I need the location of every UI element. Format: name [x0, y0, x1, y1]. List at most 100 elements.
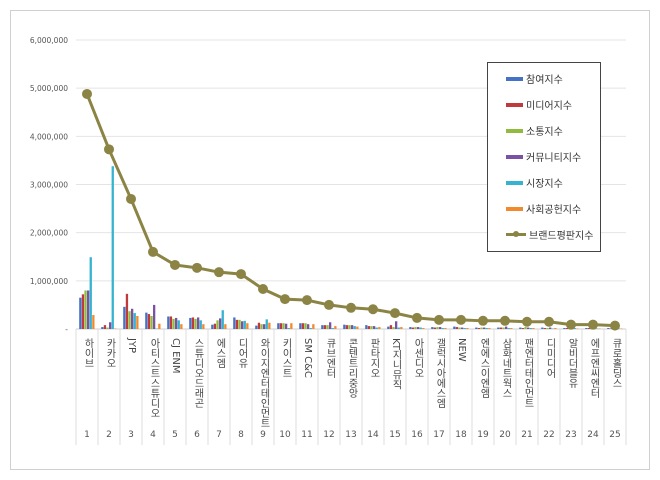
bar-4-2 [111, 166, 114, 329]
brand-index-point-22 [544, 316, 554, 327]
bar-1-3 [125, 293, 129, 329]
bar-3-4 [153, 304, 156, 329]
bar-1-11 [301, 323, 305, 329]
rank-label: 14 [367, 430, 379, 440]
rank-label: 12 [323, 430, 335, 440]
bar-3-14 [373, 326, 376, 329]
rank-label: 11 [301, 430, 313, 440]
bar-4-23 [573, 328, 576, 329]
bar-3-5 [175, 317, 178, 329]
bar-4-10 [287, 328, 290, 329]
bar-4-15 [397, 327, 400, 329]
rank-label: 17 [433, 430, 445, 440]
brand-index-point-23 [566, 319, 576, 330]
brand-index-point-24 [588, 319, 598, 330]
legend-label: 소통지수 [526, 127, 563, 138]
bar-0-3 [123, 306, 126, 329]
bar-1-16 [411, 327, 415, 329]
rank-label: 20 [499, 430, 511, 440]
bar-3-12 [329, 322, 332, 329]
bar-2-8 [238, 319, 241, 329]
bar-0-7 [211, 324, 214, 329]
bar-5-3 [136, 315, 139, 329]
legend-swatch [506, 102, 523, 107]
bar-1-14 [367, 326, 371, 329]
bar-0-5 [167, 316, 170, 329]
category-label: 알비더블유 [566, 338, 577, 388]
legend-item: 미디어지수 [506, 97, 572, 112]
brand-index-point-10 [280, 294, 290, 305]
bar-2-4 [150, 315, 153, 329]
legend-label: 커뮤니티지수 [526, 153, 582, 164]
y-tick-label: 1,000,000 [30, 277, 68, 286]
legend: 참여지수 미디어지수 소통지수 커뮤니티지수 시장지수 사회공헌지수 브랜드평판지수 [487, 62, 601, 252]
category-label: 하이브 [82, 338, 93, 368]
brand-index-point-20 [500, 315, 510, 326]
bar-4-8 [243, 320, 246, 329]
bar-3-21 [527, 327, 530, 329]
bar-4-11 [309, 328, 312, 329]
bar-0-25 [607, 328, 610, 329]
bar-5-10 [290, 323, 293, 329]
bar-0-16 [409, 327, 412, 329]
bar-4-19 [485, 328, 488, 329]
bar-0-21 [519, 327, 522, 329]
bar-1-10 [279, 323, 283, 329]
legend-item: 사회공헌지수 [506, 201, 581, 216]
legend-swatch [506, 128, 523, 133]
legend-label: 참여지수 [526, 75, 563, 86]
category-label: JYP [126, 338, 137, 354]
bar-3-3 [131, 308, 134, 329]
bar-4-5 [177, 320, 180, 329]
bar-3-18 [461, 327, 464, 329]
bar-4-20 [507, 328, 510, 329]
bar-5-7 [224, 324, 227, 329]
bar-2-2 [106, 327, 109, 329]
rank-label: 4 [150, 430, 156, 440]
brand-index-point-4 [148, 246, 158, 257]
bar-5-4 [158, 323, 161, 329]
brand-index-point-8 [236, 269, 246, 280]
bar-1-21 [521, 328, 525, 329]
bar-1-7 [213, 323, 217, 329]
bar-4-6 [199, 320, 202, 329]
bar-5-20 [510, 328, 513, 329]
rank-label: 21 [521, 430, 533, 440]
category-label: KT지니뮤직 [390, 338, 401, 390]
bar-0-18 [453, 326, 456, 329]
rank-label: 19 [477, 430, 489, 440]
bar-1-15 [389, 325, 393, 329]
y-tick-label: - [65, 325, 68, 334]
category-label: 엔에스이엔엠 [478, 338, 489, 398]
bar-4-16 [419, 327, 422, 329]
bar-5-13 [356, 326, 359, 329]
bar-3-10 [285, 323, 288, 329]
bar-5-17 [444, 328, 447, 329]
brand-index-point-15 [390, 308, 400, 319]
bar-1-17 [433, 327, 437, 329]
rank-label: 22 [543, 430, 555, 440]
brand-index-point-19 [478, 315, 488, 326]
category-label: 스튜디오드래곤 [192, 338, 203, 408]
legend-item: 참여지수 [506, 71, 563, 86]
rank-label: 25 [609, 430, 621, 440]
bar-4-7 [221, 310, 224, 329]
bar-1-18 [455, 327, 459, 329]
bar-5-6 [202, 324, 205, 329]
category-label: 아티스트스튜디오 [148, 338, 159, 418]
legend-swatch [506, 76, 523, 81]
bar-1-1 [81, 294, 85, 329]
category-label: 에스엠 [214, 338, 225, 368]
rank-label: 5 [172, 430, 178, 440]
bar-2-11 [304, 323, 307, 329]
bar-2-15 [392, 327, 395, 329]
y-tick-label: 6,000,000 [30, 36, 68, 45]
bar-3-13 [351, 325, 354, 329]
legend-swatch [506, 180, 523, 185]
bar-5-9 [268, 322, 271, 329]
bar-1-20 [499, 327, 503, 329]
legend-item: 커뮤니티지수 [506, 149, 581, 164]
brand-index-point-2 [104, 144, 114, 155]
bar-2-17 [436, 327, 439, 329]
bar-5-11 [312, 324, 315, 329]
